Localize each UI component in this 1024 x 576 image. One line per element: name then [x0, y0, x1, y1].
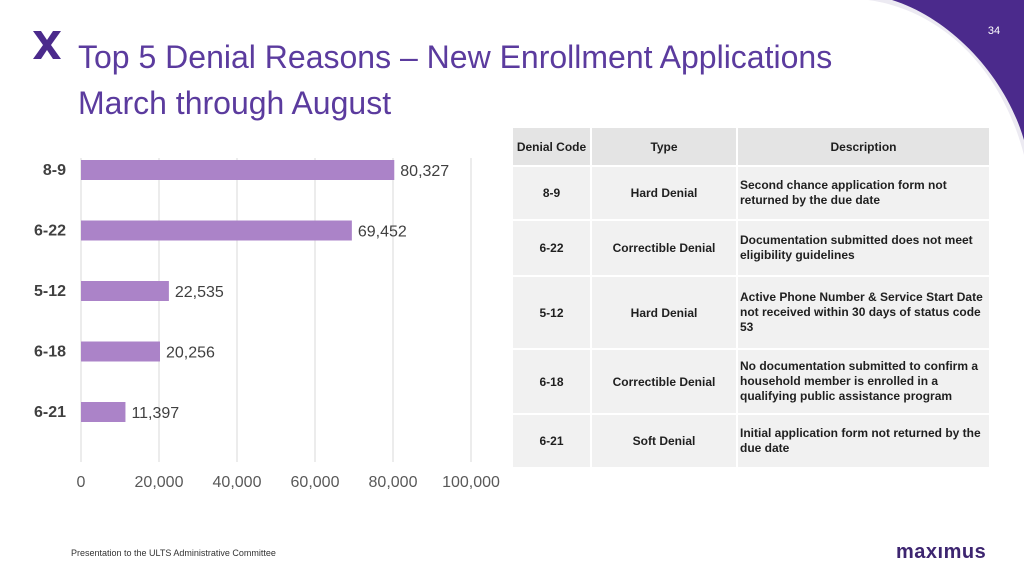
row-type: Soft Denial: [590, 413, 738, 469]
row-code: 6-21: [511, 413, 592, 469]
x-tick-label: 60,000: [291, 474, 340, 491]
denial-reasons-bar-chart: 0 20,000 40,000 60,000 80,000 100,000 8-9 80,32…: [34, 158, 500, 491]
header-denial-code: Denial Code: [511, 126, 592, 167]
x-tick-label: 100,000: [442, 474, 500, 491]
page-title: Top 5 Denial Reasons – New Enrollment Ap…: [78, 34, 938, 126]
header-description: Description: [736, 126, 991, 167]
bar: [81, 341, 160, 362]
row-type: Correctible Denial: [590, 219, 738, 277]
x-tick-label: 80,000: [369, 474, 418, 491]
chart-bars: [81, 160, 395, 422]
y-category-label: 5-12: [34, 283, 66, 300]
x-tick-label: 40,000: [213, 474, 262, 491]
row-description: Initial application form not returned by…: [736, 413, 991, 469]
footer-text: Presentation to the ULTS Administrative …: [71, 548, 276, 558]
table-row: 6-21 Soft Denial Initial application for…: [511, 413, 991, 469]
bar-value-label: 80,327: [400, 163, 449, 180]
table-row: 6-22 Correctible Denial Documentation su…: [511, 219, 991, 277]
y-category-label: 8-9: [43, 162, 66, 179]
bar-value-label: 22,535: [175, 284, 224, 301]
chart-gridlines: [80, 158, 472, 462]
row-description: Documentation submitted does not meet el…: [736, 219, 991, 277]
row-code: 5-12: [511, 275, 592, 350]
brand-logo-text: maxımus: [896, 541, 987, 563]
bar: [81, 160, 395, 180]
maximus-x-logo: [33, 31, 61, 59]
bar: [81, 220, 352, 241]
row-code: 8-9: [511, 165, 592, 221]
y-category-label: 6-22: [34, 223, 66, 240]
chart-labels: 0 20,000 40,000 60,000 80,000 100,000 8-9 80,32…: [34, 162, 500, 491]
row-type: Hard Denial: [590, 165, 738, 221]
title-line-2: March through August: [78, 85, 392, 121]
corner-shape: [892, 0, 1024, 140]
row-description: Second chance application form not retur…: [736, 165, 991, 221]
page-number: 34: [987, 25, 1001, 37]
x-tick-label: 0: [77, 474, 86, 491]
row-description: No documentation submitted to confirm a …: [736, 348, 991, 415]
denial-codes-table: Denial Code Type Description 8-9 Hard De…: [511, 126, 991, 469]
bar-value-label: 11,397: [131, 405, 179, 422]
row-type: Hard Denial: [590, 275, 738, 350]
bar: [81, 281, 169, 301]
row-code: 6-18: [511, 348, 592, 415]
y-category-label: 6-21: [34, 404, 66, 421]
table-header-row: Denial Code Type Description: [511, 126, 991, 167]
table-row: 5-12 Hard Denial Active Phone Number & S…: [511, 275, 991, 350]
table-row: 8-9 Hard Denial Second chance applicatio…: [511, 165, 991, 221]
title-line-1: Top 5 Denial Reasons – New Enrollment Ap…: [78, 39, 833, 75]
bar-value-label: 20,256: [166, 345, 215, 362]
header-type: Type: [590, 126, 738, 167]
bar: [81, 402, 126, 422]
bar-value-label: 69,452: [358, 224, 407, 241]
row-code: 6-22: [511, 219, 592, 277]
table-row: 6-18 Correctible Denial No documentation…: [511, 348, 991, 415]
y-category-label: 6-18: [34, 344, 66, 361]
x-tick-label: 20,000: [135, 474, 184, 491]
row-type: Correctible Denial: [590, 348, 738, 415]
row-description: Active Phone Number & Service Start Date…: [736, 275, 991, 350]
